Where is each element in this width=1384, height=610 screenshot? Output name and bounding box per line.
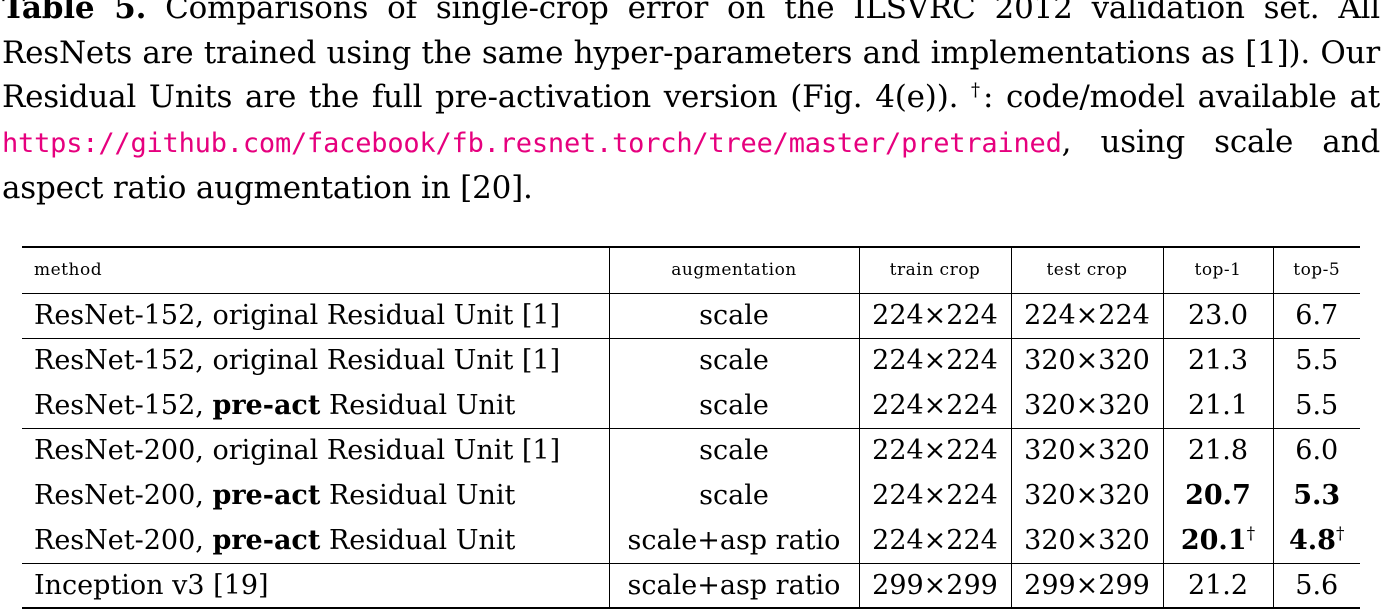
method-cell: Inception v3 [19] [22,563,609,609]
table-row: ResNet-152, original Residual Unit [1] s… [22,293,1360,339]
caption-text-3: , using scale and aspect ratio augmentat… [2,123,1380,207]
method-cell: ResNet-200, pre-act Residual Unit [22,473,609,518]
table-row: Inception v3 [19] scale+asp ratio 299×29… [22,563,1360,609]
augmentation-cell: scale [608,293,859,339]
method-cell: ResNet-152, original Residual Unit [1] [22,293,609,339]
top1-value: 23.0 [1187,300,1249,331]
top5-cell: 5.3 [1272,473,1360,518]
header-top5: top-5 [1272,246,1360,294]
top1-value: 21.3 [1187,345,1249,377]
method-suffix: original Residual Unit [1] [212,435,561,467]
top1-cell: 21.8 [1162,428,1273,473]
table-row: ResNet-200, pre-act Residual Unit scale+… [22,518,1360,564]
top1-value: 20.1 [1180,524,1247,556]
table-row: ResNet-200, pre-act Residual Unit scale … [22,473,1360,518]
augmentation-cell: scale [608,473,859,518]
train-crop-cell: 224×224 [858,293,1011,339]
table-row: ResNet-152, pre-act Residual Unit scale … [22,383,1360,429]
method-prefix: Inception v3 [19] [34,569,269,601]
top1-cell: 21.1 [1162,383,1273,429]
table-header-row: method augmentation train crop test crop… [22,246,1360,294]
top5-cell: 5.5 [1272,338,1360,383]
top5-value: 6.7 [1295,300,1339,331]
train-crop-cell: 224×224 [858,518,1011,564]
top1-value: 21.1 [1187,389,1249,421]
method-suffix: original Residual Unit [1] [212,345,561,377]
top5-value: 4.8 [1289,524,1336,556]
caption-text-2: : code/model available at [982,79,1381,115]
top5-cell: 4.8† [1272,518,1360,564]
test-crop-cell: 320×320 [1010,428,1163,473]
train-crop-cell: 224×224 [858,473,1011,518]
top1-cell: 21.2 [1162,563,1273,609]
method-suffix: original Residual Unit [1] [212,300,561,331]
test-crop-cell: 224×224 [1010,293,1163,339]
method-cell: ResNet-152, original Residual Unit [1] [22,338,609,383]
top1-value: 21.8 [1187,435,1249,467]
header-test-crop: test crop [1010,246,1163,294]
method-bold: pre-act [212,389,321,421]
augmentation-cell: scale [608,428,859,473]
dagger-icon: † [1335,523,1345,544]
dagger-symbol: † [971,79,983,101]
test-crop-cell: 320×320 [1010,338,1163,383]
header-top1: top-1 [1162,246,1273,294]
top5-value: 6.0 [1295,435,1339,467]
table-caption: Table 5. Comparisons of single-crop erro… [2,0,1380,211]
top5-cell: 5.5 [1272,383,1360,429]
results-table: method augmentation train crop test crop… [22,246,1360,609]
top5-cell: 5.6 [1272,563,1360,609]
dagger-icon: † [1246,523,1256,544]
augmentation-cell: scale [608,383,859,429]
method-suffix: Residual Unit [320,524,516,556]
top1-cell: 20.1† [1162,518,1273,564]
top1-value: 20.7 [1185,480,1251,511]
pretrained-model-link[interactable]: https://github.com/facebook/fb.resnet.to… [2,127,1062,159]
header-method: method [22,246,609,294]
top5-value: 5.6 [1295,569,1339,601]
header-augmentation: augmentation [608,246,859,294]
top1-cell: 21.3 [1162,338,1273,383]
method-prefix: ResNet-200, [34,480,213,511]
augmentation-cell: scale+asp ratio [608,518,859,564]
top1-value: 21.2 [1187,569,1249,601]
caption-label: Table 5. [2,0,147,26]
caption-text-1: Comparisons of single-crop error on the … [2,0,1380,115]
method-prefix: ResNet-152, [34,345,213,377]
test-crop-cell: 320×320 [1010,473,1163,518]
train-crop-cell: 224×224 [858,428,1011,473]
method-cell: ResNet-200, original Residual Unit [1] [22,428,609,473]
method-bold: pre-act [212,480,321,511]
train-crop-cell: 299×299 [858,563,1011,609]
top5-cell: 6.0 [1272,428,1360,473]
top1-cell: 20.7 [1162,473,1273,518]
method-prefix: ResNet-152, [34,300,213,331]
method-bold: pre-act [212,524,321,556]
header-train-crop: train crop [858,246,1011,294]
test-crop-cell: 320×320 [1010,383,1163,429]
augmentation-cell: scale [608,338,859,383]
method-suffix: Residual Unit [320,480,516,511]
train-crop-cell: 224×224 [858,383,1011,429]
top5-value: 5.3 [1293,480,1341,511]
top5-cell: 6.7 [1272,293,1360,339]
method-prefix: ResNet-200, [34,435,213,467]
method-prefix: ResNet-200, [34,524,213,556]
top1-cell: 23.0 [1162,293,1273,339]
test-crop-cell: 299×299 [1010,563,1163,609]
method-cell: ResNet-200, pre-act Residual Unit [22,518,609,564]
method-prefix: ResNet-152, [34,389,213,421]
table-row: ResNet-152, original Residual Unit [1] s… [22,338,1360,383]
method-suffix: Residual Unit [320,389,516,421]
augmentation-cell: scale+asp ratio [608,563,859,609]
top5-value: 5.5 [1295,389,1339,421]
top5-value: 5.5 [1295,345,1339,377]
test-crop-cell: 320×320 [1010,518,1163,564]
train-crop-cell: 224×224 [858,338,1011,383]
table-row: ResNet-200, original Residual Unit [1] s… [22,428,1360,473]
method-cell: ResNet-152, pre-act Residual Unit [22,383,609,429]
